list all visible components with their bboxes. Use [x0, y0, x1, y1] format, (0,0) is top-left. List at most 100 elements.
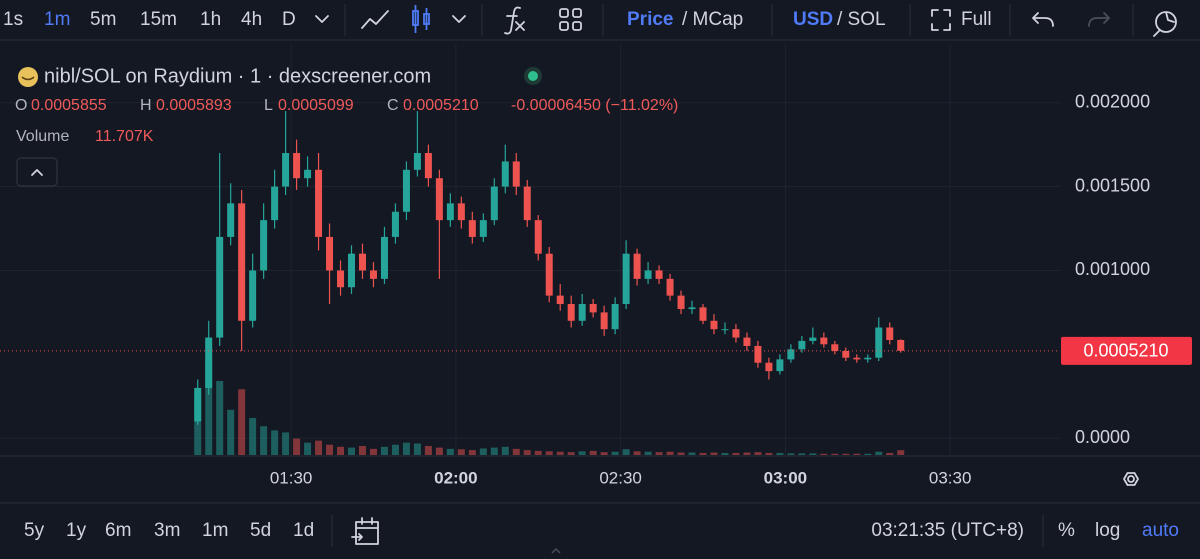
volume-bar	[337, 446, 345, 455]
fullscreen[interactable]: Full	[961, 9, 992, 30]
indicators-icon[interactable]	[504, 6, 525, 35]
interval-active[interactable]: 1m	[44, 9, 70, 30]
y-tick-label: 0.002000	[1075, 91, 1150, 111]
volume-bar	[831, 453, 839, 455]
collapse-legend-button[interactable]	[16, 157, 58, 187]
redo-icon[interactable]	[1088, 12, 1111, 27]
ohlc-value: 0.0005210	[403, 97, 479, 114]
volume-bar	[754, 452, 762, 455]
range-button[interactable]: 1m	[202, 520, 228, 541]
interval[interactable]: 4h	[241, 9, 262, 30]
range-button[interactable]: 3m	[154, 520, 180, 541]
range-button[interactable]: 5d	[250, 520, 271, 541]
volume-bar	[655, 452, 663, 455]
volume-bar	[732, 452, 740, 455]
volume-bar	[249, 418, 257, 455]
usd-toggle[interactable]: USD	[793, 9, 833, 30]
candle-body	[809, 337, 817, 341]
interval[interactable]: 1h	[200, 9, 221, 30]
candle-body	[644, 270, 652, 279]
candle-body	[315, 169, 323, 237]
volume-bar	[216, 381, 224, 455]
candle-body	[523, 186, 531, 221]
candle-body	[677, 295, 685, 310]
interval[interactable]: 5m	[90, 9, 116, 30]
candle-body	[304, 169, 312, 179]
chart-type-dropdown[interactable]	[452, 15, 466, 23]
clock: 03:21:35 (UTC+8)	[871, 520, 1024, 541]
settings-icon[interactable]	[1123, 472, 1139, 486]
volume-bar	[315, 440, 323, 455]
fullscreen-icon[interactable]	[931, 9, 951, 31]
candle-body	[842, 350, 850, 358]
candle-body	[512, 161, 520, 187]
candle-body	[391, 211, 399, 237]
volume-bar	[282, 432, 290, 455]
volume-bar	[424, 445, 432, 455]
candle-body	[710, 320, 718, 330]
candle-body	[249, 270, 257, 321]
volume-bar	[611, 451, 619, 455]
candle-body	[853, 357, 861, 360]
layout-cell	[559, 21, 569, 31]
interval[interactable]: 1s	[3, 9, 23, 30]
range-button[interactable]: 1d	[293, 520, 314, 541]
volume-bar	[348, 447, 356, 455]
log-toggle[interactable]: log	[1095, 520, 1120, 541]
goto-date-icon[interactable]	[351, 517, 379, 545]
volume-bar	[490, 447, 498, 455]
token-icon-face	[21, 76, 35, 81]
candle-body	[337, 270, 345, 288]
volume-bar	[457, 449, 465, 455]
price-toggle[interactable]: Price	[627, 9, 673, 30]
interval[interactable]: 15m	[140, 9, 177, 30]
volume-bar	[545, 451, 553, 455]
volume-bar	[523, 450, 531, 455]
candle-body	[205, 337, 213, 388]
layout-icon[interactable]	[559, 8, 582, 31]
volume-bar	[468, 450, 476, 455]
ohlc-key: H	[140, 97, 152, 114]
candle-body	[864, 357, 872, 360]
range-button[interactable]: 5y	[24, 520, 45, 541]
percent-toggle[interactable]: %	[1058, 520, 1075, 541]
volume-bar	[688, 452, 696, 455]
candle-body	[743, 337, 751, 346]
undo-icon[interactable]	[1032, 12, 1054, 27]
volume-bar	[227, 409, 235, 455]
interval-dropdown[interactable]	[315, 15, 329, 23]
volume-bar	[578, 451, 586, 455]
volume-bar	[369, 448, 377, 455]
interval[interactable]: D	[282, 9, 296, 30]
candle-body	[688, 307, 696, 310]
candle-body	[446, 203, 454, 221]
volume-bar	[853, 453, 861, 455]
candle-body	[776, 359, 784, 372]
candle-body	[556, 295, 564, 305]
footer-handle[interactable]	[551, 547, 561, 554]
snapshot-icon[interactable]	[1153, 11, 1177, 37]
volume-bar	[304, 442, 312, 455]
candle-icon[interactable]	[412, 5, 430, 33]
candle-body	[216, 236, 224, 338]
price-change: -0.00006450 (−11.02%)	[511, 97, 678, 114]
candle-body	[479, 220, 487, 237]
range-button[interactable]: 1y	[66, 520, 87, 541]
mcap-toggle[interactable]: / MCap	[682, 9, 743, 30]
candle-body	[754, 345, 762, 363]
candle-body	[380, 236, 388, 279]
y-tick-label: 0.0000	[1075, 427, 1130, 447]
candle-body	[348, 253, 356, 288]
candle-body	[655, 270, 663, 279]
candle-body	[468, 220, 476, 237]
line-chart-icon[interactable]	[361, 10, 389, 29]
volume-bar	[589, 450, 597, 455]
auto-toggle[interactable]: auto	[1142, 520, 1179, 541]
volume-label: Volume	[16, 128, 69, 145]
range-button[interactable]: 6m	[105, 520, 131, 541]
time-axis: 01:30 02:00 02:30 03:00 03:30	[270, 468, 972, 487]
candle-body	[787, 349, 795, 360]
volume-bar	[677, 452, 685, 455]
sol-toggle[interactable]: / SOL	[837, 9, 886, 30]
